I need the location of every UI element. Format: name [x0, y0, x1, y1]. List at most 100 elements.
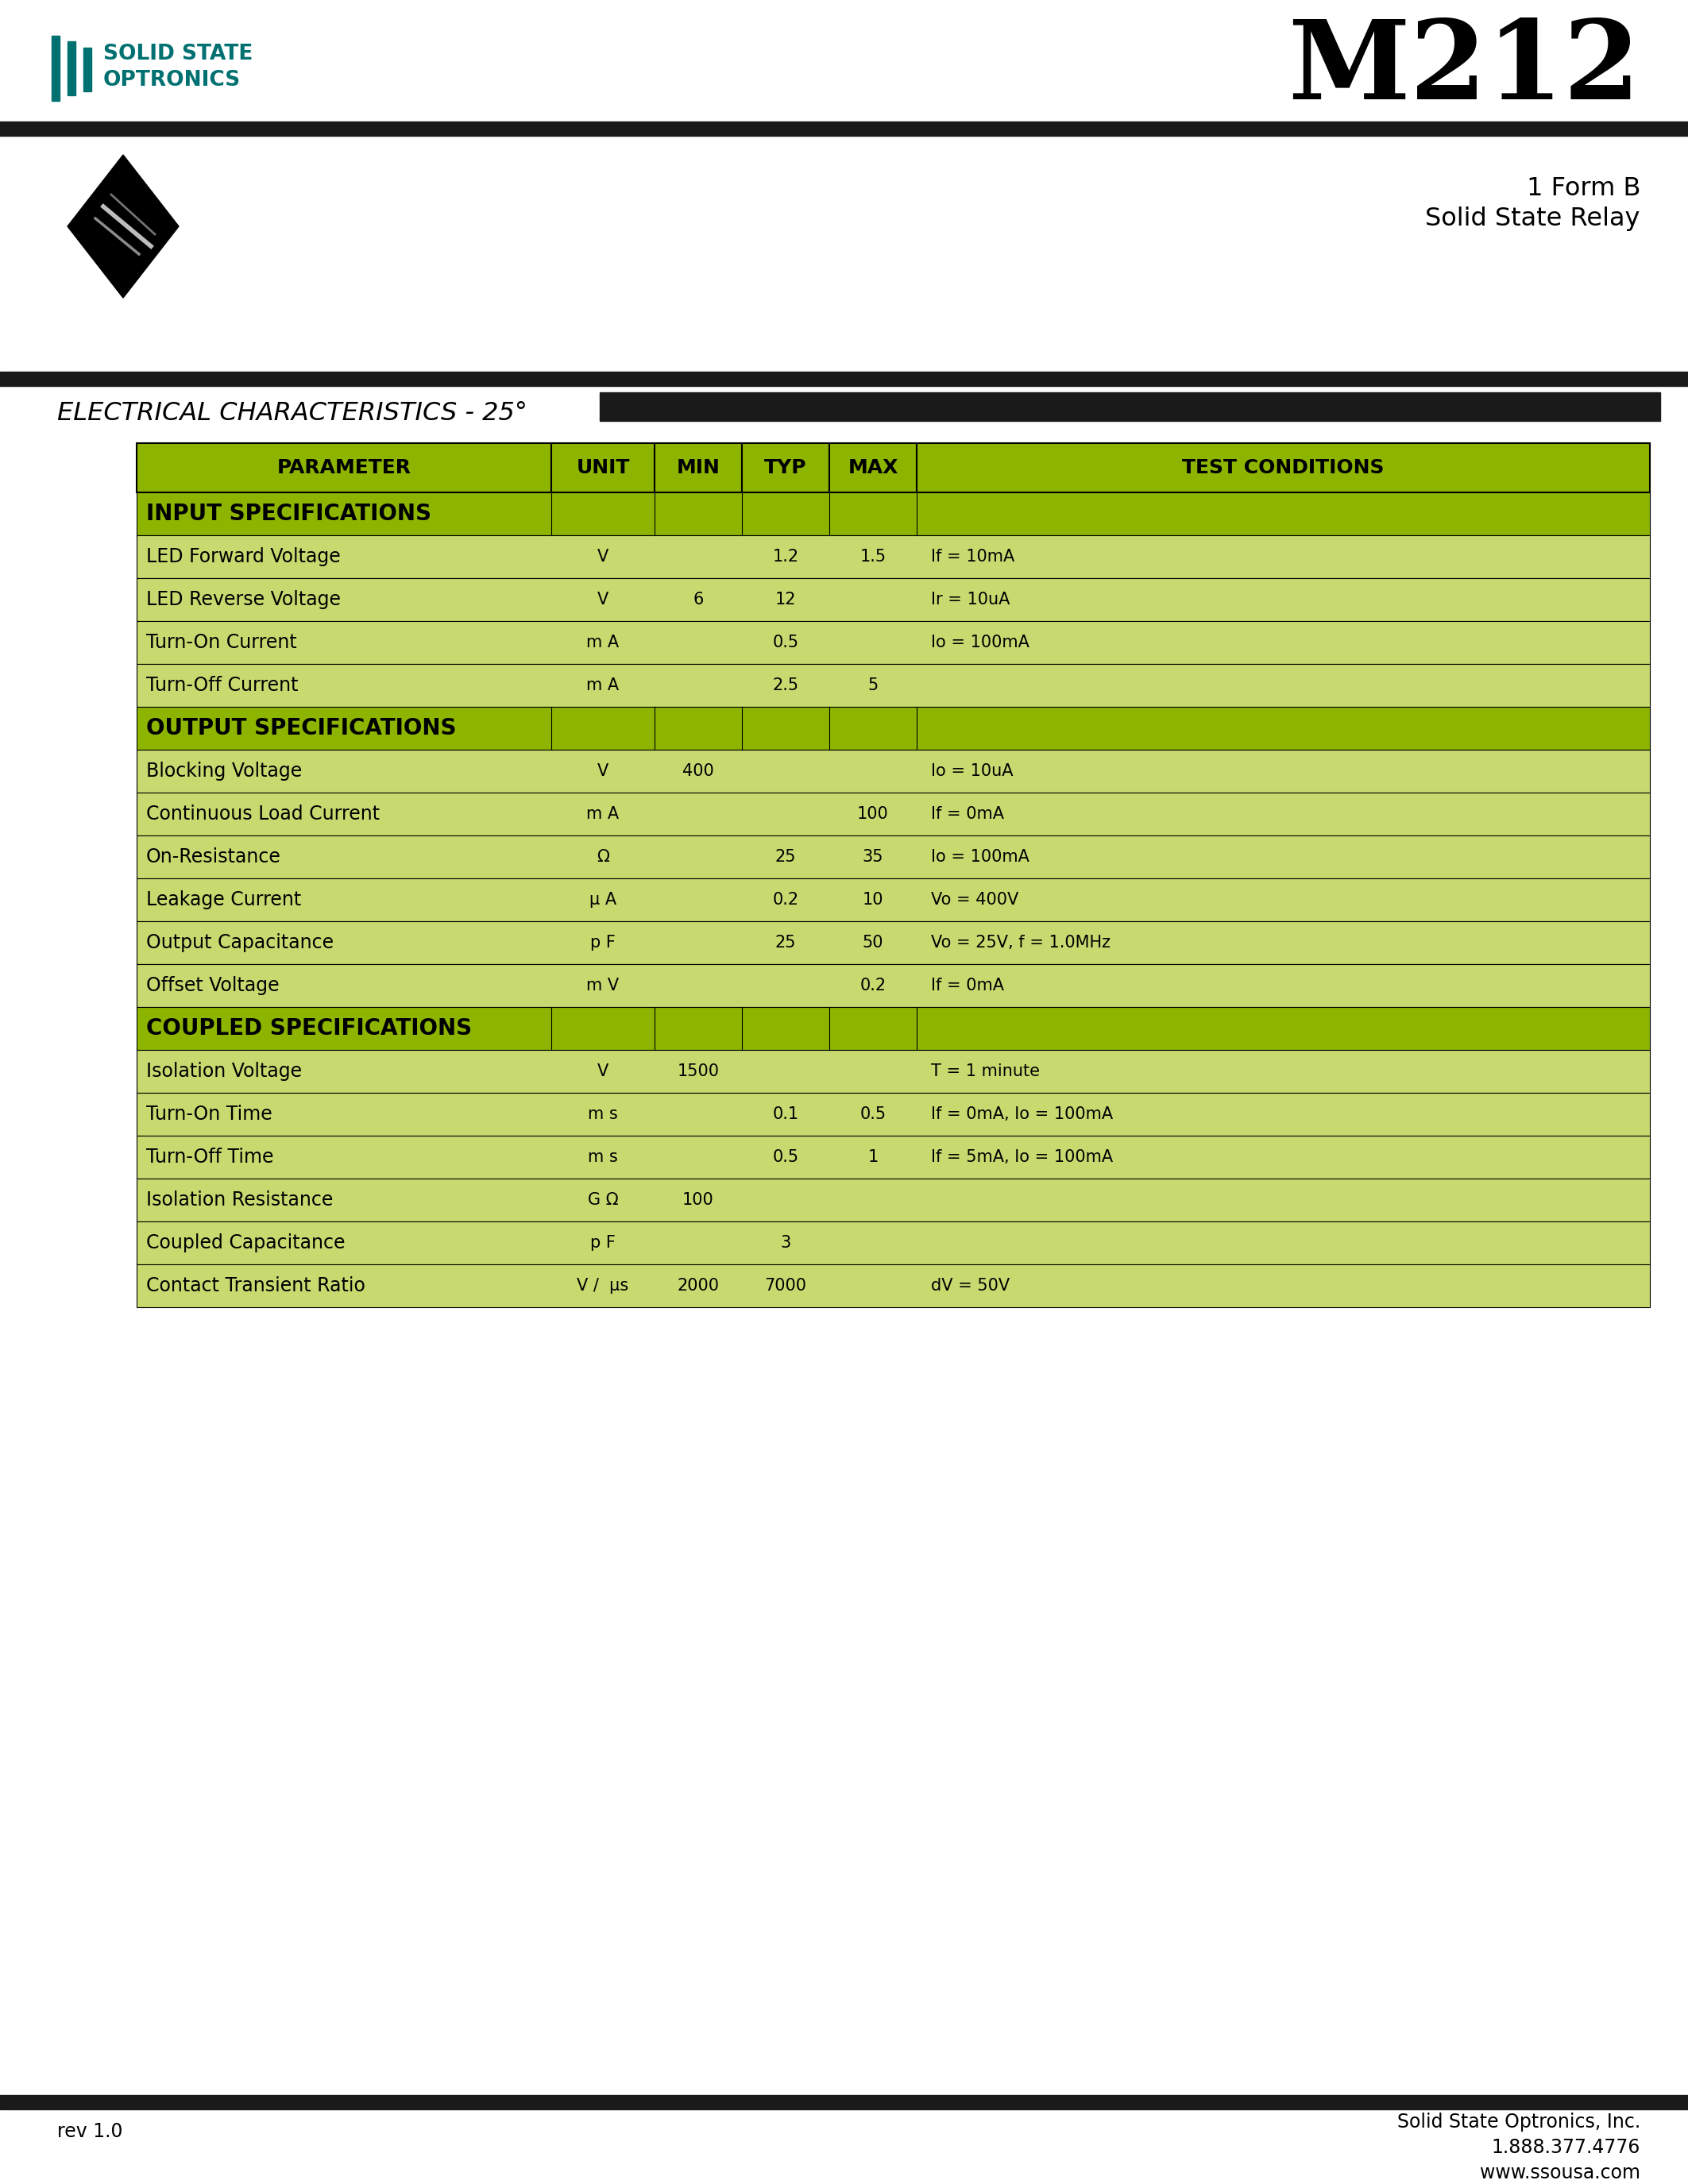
Bar — [829, 443, 917, 491]
Text: Io = 100mA: Io = 100mA — [932, 850, 1030, 865]
Text: Turn-On Current: Turn-On Current — [147, 633, 297, 653]
Text: p F: p F — [591, 1234, 616, 1251]
Text: 0.5: 0.5 — [773, 636, 798, 651]
Text: Turn-Off Current: Turn-Off Current — [147, 675, 299, 695]
Text: 12: 12 — [775, 592, 797, 607]
Text: ELECTRICAL CHARACTERISTICS - 25°: ELECTRICAL CHARACTERISTICS - 25° — [57, 402, 527, 426]
Text: If = 5mA, Io = 100mA: If = 5mA, Io = 100mA — [932, 1149, 1112, 1164]
Text: Isolation Voltage: Isolation Voltage — [147, 1061, 302, 1081]
Bar — [137, 922, 1649, 963]
Text: 0.5: 0.5 — [859, 1107, 886, 1123]
Text: Output Capacitance: Output Capacitance — [147, 933, 334, 952]
Bar — [552, 443, 655, 491]
Bar — [137, 443, 552, 491]
Text: Io = 10uA: Io = 10uA — [932, 762, 1013, 780]
Text: LED Forward Voltage: LED Forward Voltage — [147, 548, 341, 566]
Bar — [137, 878, 1649, 922]
Text: m A: m A — [587, 806, 619, 821]
Text: If = 0mA, Io = 100mA: If = 0mA, Io = 100mA — [932, 1107, 1112, 1123]
Text: Blocking Voltage: Blocking Voltage — [147, 762, 302, 780]
Text: dV = 50V: dV = 50V — [932, 1278, 1009, 1293]
Text: 0.5: 0.5 — [773, 1149, 798, 1164]
Text: 1 Form B: 1 Form B — [1526, 177, 1641, 201]
Text: 1.888.377.4776: 1.888.377.4776 — [1492, 2138, 1641, 2158]
Text: 10: 10 — [863, 891, 883, 909]
Text: UNIT: UNIT — [576, 459, 630, 478]
Text: M212: M212 — [1288, 15, 1641, 122]
Text: Isolation Resistance: Isolation Resistance — [147, 1190, 333, 1210]
Bar — [599, 393, 1661, 422]
Text: 1500: 1500 — [677, 1064, 719, 1079]
Text: PARAMETER: PARAMETER — [277, 459, 412, 478]
Bar — [0, 371, 1688, 387]
Text: 0.2: 0.2 — [773, 891, 798, 909]
Text: 25: 25 — [775, 850, 797, 865]
Bar — [137, 664, 1649, 708]
Text: 0.2: 0.2 — [859, 978, 886, 994]
Text: 100: 100 — [682, 1192, 714, 1208]
Text: 0.1: 0.1 — [773, 1107, 798, 1123]
Text: V /  μs: V / μs — [577, 1278, 630, 1293]
Text: p F: p F — [591, 935, 616, 950]
Bar — [137, 708, 1649, 749]
Text: Turn-On Time: Turn-On Time — [147, 1105, 272, 1125]
Text: 400: 400 — [682, 762, 714, 780]
Text: OUTPUT SPECIFICATIONS: OUTPUT SPECIFICATIONS — [147, 716, 456, 740]
Text: m V: m V — [587, 978, 619, 994]
Bar — [137, 1179, 1649, 1221]
Text: 5: 5 — [868, 677, 878, 692]
Bar — [137, 963, 1649, 1007]
Bar — [137, 1136, 1649, 1179]
Text: COUPLED SPECIFICATIONS: COUPLED SPECIFICATIONS — [147, 1018, 473, 1040]
Bar — [137, 1051, 1649, 1092]
Text: 35: 35 — [863, 850, 883, 865]
Text: 50: 50 — [863, 935, 883, 950]
Bar — [137, 836, 1649, 878]
Text: T = 1 minute: T = 1 minute — [932, 1064, 1040, 1079]
Bar — [655, 443, 743, 491]
Text: G Ω: G Ω — [587, 1192, 618, 1208]
Text: 100: 100 — [858, 806, 890, 821]
Bar — [137, 535, 1649, 579]
Text: LED Reverse Voltage: LED Reverse Voltage — [147, 590, 341, 609]
Bar — [137, 1221, 1649, 1265]
Text: Ir = 10uA: Ir = 10uA — [932, 592, 1009, 607]
Text: SOLID STATE
OPTRONICS: SOLID STATE OPTRONICS — [103, 44, 253, 90]
Text: 2000: 2000 — [677, 1278, 719, 1293]
Text: If = 0mA: If = 0mA — [932, 978, 1004, 994]
Bar — [52, 35, 59, 100]
Text: V: V — [598, 762, 609, 780]
Text: V: V — [598, 548, 609, 566]
Text: Vo = 25V, f = 1.0MHz: Vo = 25V, f = 1.0MHz — [932, 935, 1111, 950]
Text: Turn-Off Time: Turn-Off Time — [147, 1147, 273, 1166]
Text: m s: m s — [587, 1107, 618, 1123]
Text: 6: 6 — [694, 592, 704, 607]
Text: V: V — [598, 1064, 609, 1079]
Bar — [137, 491, 1649, 535]
Text: Solid State Optronics, Inc.: Solid State Optronics, Inc. — [1398, 2112, 1641, 2132]
Text: rev 1.0: rev 1.0 — [57, 2123, 123, 2140]
Text: 2.5: 2.5 — [773, 677, 798, 692]
Bar — [137, 1092, 1649, 1136]
Text: Continuous Load Current: Continuous Load Current — [147, 804, 380, 823]
Text: Solid State Relay: Solid State Relay — [1425, 207, 1641, 232]
Bar — [0, 2094, 1688, 2110]
Text: MIN: MIN — [677, 459, 721, 478]
Bar — [137, 1007, 1649, 1051]
Text: 25: 25 — [775, 935, 797, 950]
Text: If = 0mA: If = 0mA — [932, 806, 1004, 821]
Text: m A: m A — [587, 636, 619, 651]
Text: V: V — [598, 592, 609, 607]
Polygon shape — [68, 155, 179, 297]
Text: μ A: μ A — [589, 891, 616, 909]
Text: 7000: 7000 — [765, 1278, 807, 1293]
Bar — [137, 1265, 1649, 1308]
Bar — [83, 48, 91, 92]
Text: TYP: TYP — [765, 459, 807, 478]
Text: Io = 100mA: Io = 100mA — [932, 636, 1030, 651]
Text: www.ssousa.com: www.ssousa.com — [1480, 2164, 1641, 2182]
Text: Offset Voltage: Offset Voltage — [147, 976, 279, 996]
Bar — [743, 443, 829, 491]
Bar — [917, 443, 1649, 491]
Text: Ω: Ω — [596, 850, 609, 865]
